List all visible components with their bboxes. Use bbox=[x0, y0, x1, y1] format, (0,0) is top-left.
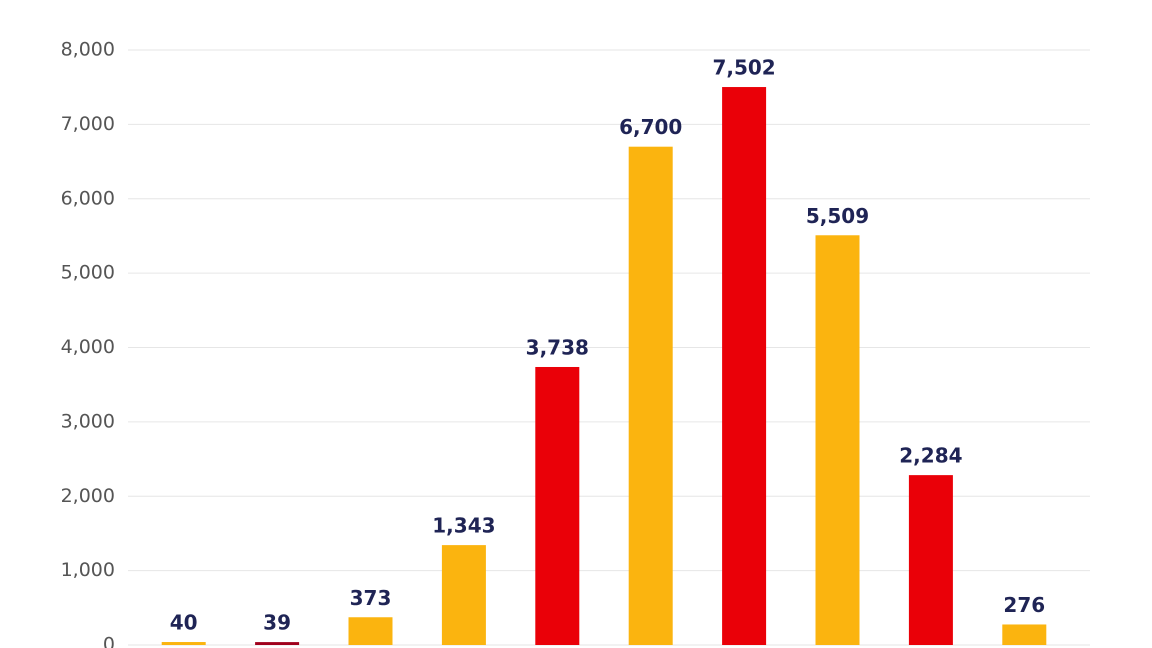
value-label: 1,343 bbox=[432, 514, 495, 538]
bar bbox=[908, 475, 953, 645]
bar bbox=[815, 235, 860, 645]
value-label: 6,700 bbox=[619, 115, 682, 139]
bar bbox=[255, 642, 300, 645]
value-label: 7,502 bbox=[712, 56, 775, 80]
y-tick-label: 7,000 bbox=[61, 113, 115, 135]
value-label: 2,284 bbox=[899, 444, 962, 468]
bar bbox=[535, 366, 580, 645]
bar bbox=[1002, 624, 1047, 645]
bar bbox=[348, 617, 393, 645]
bar bbox=[722, 87, 767, 645]
y-tick-label: 8,000 bbox=[61, 39, 115, 61]
value-label: 39 bbox=[263, 611, 291, 635]
bar bbox=[441, 545, 486, 645]
bar bbox=[628, 146, 673, 645]
y-tick-label: 1,000 bbox=[61, 559, 115, 581]
value-label: 40 bbox=[170, 611, 198, 635]
y-tick-label: 5,000 bbox=[61, 262, 115, 284]
y-tick-label: 6,000 bbox=[61, 187, 115, 209]
value-label: 3,738 bbox=[526, 335, 589, 359]
value-label: 5,509 bbox=[806, 204, 869, 228]
y-tick-label: 0 bbox=[103, 634, 115, 648]
value-label: 276 bbox=[1003, 593, 1045, 617]
bar bbox=[161, 642, 206, 645]
y-tick-label: 3,000 bbox=[61, 410, 115, 432]
value-label: 373 bbox=[350, 586, 392, 610]
y-tick-label: 4,000 bbox=[61, 336, 115, 358]
y-tick-label: 2,000 bbox=[61, 485, 115, 507]
